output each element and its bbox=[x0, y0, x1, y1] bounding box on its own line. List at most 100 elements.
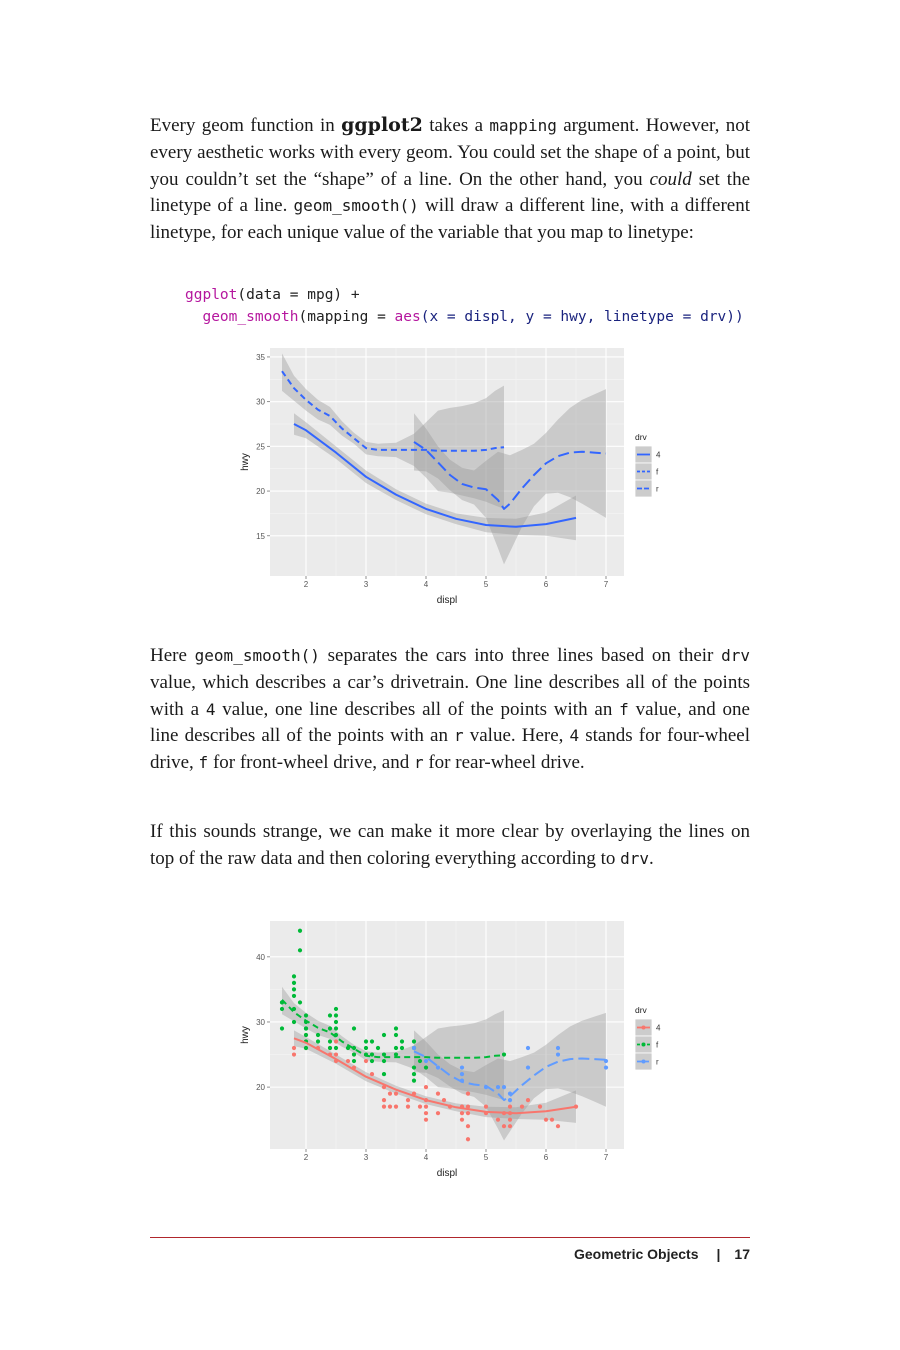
footer-rule bbox=[150, 1237, 750, 1238]
data-point-f bbox=[327, 1026, 333, 1031]
data-point-4 bbox=[537, 1104, 543, 1109]
data-point-4 bbox=[381, 1098, 387, 1103]
data-point-4 bbox=[555, 1124, 561, 1129]
paragraph-explanation: Here geom_smooth() separates the cars in… bbox=[150, 643, 750, 777]
legend-label-f: f bbox=[656, 1041, 659, 1050]
data-point-f bbox=[351, 1052, 357, 1057]
y-tick-label: 15 bbox=[256, 532, 265, 541]
data-point-f bbox=[333, 1019, 339, 1025]
data-point-f bbox=[291, 987, 297, 992]
code-function: ggplot bbox=[185, 287, 238, 303]
text-run: separates the cars into three lines base… bbox=[319, 645, 722, 666]
data-point-f bbox=[351, 1045, 357, 1051]
data-point-f bbox=[411, 1071, 417, 1077]
plot-panel bbox=[270, 348, 624, 576]
chart-colored-scatter-smooth: 2 3 4 5 6 7 20 30 40 displ hwy drv 4 fr bbox=[240, 921, 661, 1179]
smooth-line-f bbox=[281, 370, 505, 452]
legend-point-4 bbox=[641, 1025, 646, 1030]
data-point-4 bbox=[465, 1111, 471, 1116]
data-point-f bbox=[393, 1032, 399, 1038]
text-run: will draw a different line, with a diffe… bbox=[150, 195, 750, 244]
x-tick-label: 3 bbox=[364, 1153, 369, 1162]
data-point-f bbox=[369, 1052, 375, 1057]
text-run: for rear-wheel drive. bbox=[423, 752, 585, 774]
data-point-4 bbox=[393, 1091, 399, 1096]
data-point-4 bbox=[405, 1104, 411, 1109]
data-point-4 bbox=[291, 1045, 297, 1051]
data-point-4 bbox=[465, 1091, 471, 1096]
data-point-f bbox=[393, 1045, 399, 1051]
data-point-4 bbox=[333, 1039, 339, 1044]
code-block: ggplot(data = mpg) + geom_smooth(mapping… bbox=[185, 284, 744, 328]
data-point-4 bbox=[507, 1124, 513, 1129]
data-point-f bbox=[345, 1045, 351, 1051]
inline-code: f bbox=[619, 699, 629, 719]
data-point-f bbox=[315, 1032, 321, 1038]
data-point-f bbox=[393, 1052, 399, 1057]
data-point-4 bbox=[435, 1091, 441, 1096]
data-point-4 bbox=[435, 1111, 441, 1116]
footer-separator: | bbox=[716, 1246, 721, 1262]
data-point-f bbox=[351, 1026, 357, 1031]
data-point-f bbox=[315, 1039, 321, 1044]
data-point-f bbox=[327, 1039, 333, 1044]
data-point-f bbox=[291, 1019, 297, 1025]
package-name: ggplot2 bbox=[341, 114, 423, 136]
data-point-4 bbox=[381, 1104, 387, 1109]
text-run: takes a bbox=[422, 115, 490, 136]
data-point-r bbox=[555, 1045, 561, 1051]
inline-code: f bbox=[198, 753, 209, 773]
y-tick-label: 30 bbox=[256, 1018, 265, 1027]
data-point-4 bbox=[465, 1104, 471, 1109]
plot-layer bbox=[279, 928, 609, 1142]
paragraph-intro: Every geom function in ggplot2 takes a m… bbox=[150, 112, 750, 247]
smooth-line-4 bbox=[293, 1037, 577, 1115]
text-run: value. Here, bbox=[463, 725, 570, 747]
data-point-r bbox=[435, 1065, 441, 1070]
y-tick-label: 30 bbox=[256, 398, 265, 407]
text-run: for front-wheel drive, and bbox=[208, 752, 414, 774]
data-point-r bbox=[555, 1052, 561, 1057]
data-point-f bbox=[393, 1026, 399, 1031]
y-tick-label: 40 bbox=[256, 953, 265, 962]
data-point-4 bbox=[483, 1104, 489, 1109]
confidence-band-f bbox=[282, 986, 504, 1101]
data-point-4 bbox=[423, 1104, 429, 1109]
data-point-f bbox=[297, 948, 303, 953]
data-point-4 bbox=[549, 1117, 555, 1122]
data-point-f bbox=[333, 1045, 339, 1051]
data-point-f bbox=[291, 980, 297, 985]
data-point-4 bbox=[495, 1117, 501, 1122]
legend-label-4: 4 bbox=[656, 1024, 661, 1033]
data-point-4 bbox=[393, 1104, 399, 1109]
code-function: geom_smooth bbox=[202, 309, 299, 325]
code-text: (mapping = bbox=[298, 309, 395, 325]
confidence-band-r bbox=[414, 1012, 606, 1141]
y-axis-title: hwy bbox=[240, 453, 251, 471]
legend-label-f: f bbox=[656, 468, 659, 477]
data-point-f bbox=[297, 1000, 303, 1005]
data-point-f bbox=[291, 974, 297, 979]
data-point-4 bbox=[417, 1104, 423, 1109]
data-point-f bbox=[369, 1039, 375, 1044]
data-point-f bbox=[375, 1045, 381, 1051]
confidence-band-4 bbox=[294, 1030, 576, 1123]
data-point-f bbox=[417, 1058, 423, 1064]
data-point-4 bbox=[441, 1098, 447, 1103]
y-axis-title: hwy bbox=[240, 1026, 251, 1044]
data-point-4 bbox=[459, 1111, 465, 1116]
x-tick-label: 3 bbox=[364, 580, 369, 589]
data-point-4 bbox=[387, 1091, 393, 1096]
code-text: (x = displ, y = hwy, linetype = drv)) bbox=[420, 309, 744, 325]
legend-label-r: r bbox=[656, 1058, 659, 1067]
text-run: value, and one line describes all of the… bbox=[150, 698, 750, 747]
text-run: stands for four-wheel drive, bbox=[150, 725, 750, 774]
text-run: value, one line describes all of the poi… bbox=[215, 698, 620, 720]
data-point-f bbox=[291, 993, 297, 999]
data-point-f bbox=[333, 1006, 339, 1012]
data-point-4 bbox=[465, 1137, 471, 1142]
x-tick-label: 6 bbox=[544, 1153, 549, 1162]
x-tick-label: 7 bbox=[604, 1153, 609, 1162]
smooth-line-4 bbox=[293, 423, 577, 528]
data-point-4 bbox=[459, 1117, 465, 1122]
